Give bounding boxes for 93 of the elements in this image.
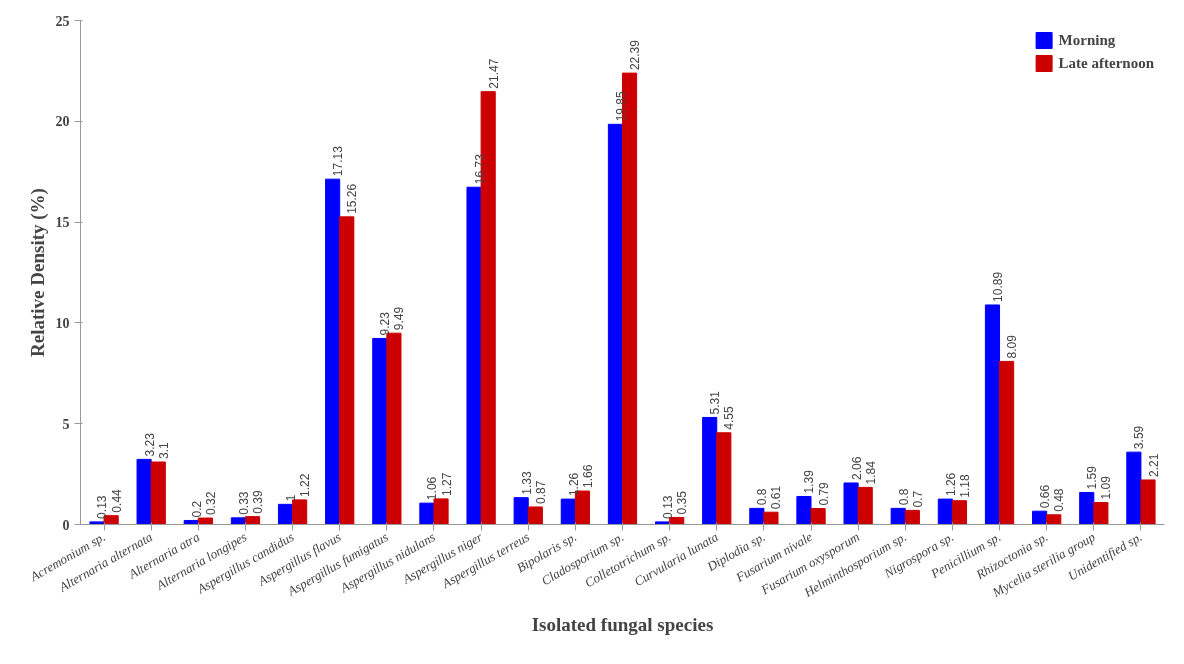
bar xyxy=(197,517,213,525)
data-label: 0.61 xyxy=(769,485,784,510)
data-label: 1.18 xyxy=(957,474,972,498)
data-label: 3.1 xyxy=(156,442,171,459)
bar xyxy=(1140,479,1156,525)
bar xyxy=(527,506,543,525)
data-label: 0.8 xyxy=(896,488,911,506)
bar xyxy=(1046,514,1062,525)
data-label: 1.66 xyxy=(580,464,595,489)
y-tick-label: 20 xyxy=(55,114,70,130)
bar xyxy=(230,517,246,525)
legend-label: Morning xyxy=(1058,31,1116,49)
data-label: 0.79 xyxy=(816,481,831,506)
bar xyxy=(702,416,718,525)
data-label: 0.39 xyxy=(251,489,266,514)
data-label: 22.39 xyxy=(628,39,643,71)
data-label: 0.13 xyxy=(661,495,676,519)
data-label: 2.06 xyxy=(849,456,864,480)
bar xyxy=(796,495,812,525)
data-label: 1.33 xyxy=(519,471,534,495)
bar xyxy=(513,497,529,525)
y-tick-label: 15 xyxy=(55,215,70,231)
data-label: 9.23 xyxy=(378,311,393,336)
data-label: 19.85 xyxy=(613,90,628,122)
bar xyxy=(937,498,953,525)
data-label: 1.09 xyxy=(1099,475,1114,500)
data-label: 9.49 xyxy=(392,306,407,331)
bar xyxy=(277,503,294,525)
bar xyxy=(433,498,449,525)
bar xyxy=(951,500,968,525)
data-label: 1.26 xyxy=(943,472,958,497)
data-label: 1 xyxy=(284,494,299,502)
data-label: 1.27 xyxy=(439,472,454,496)
data-label: 0.66 xyxy=(1038,484,1053,509)
y-tick-label: 10 xyxy=(55,315,70,331)
bar xyxy=(419,502,435,525)
y-axis-title: Relative Density (%) xyxy=(26,188,49,357)
bar xyxy=(843,482,859,525)
data-label: 1.84 xyxy=(863,460,878,485)
bar xyxy=(325,178,341,525)
y-tick-label: 25 xyxy=(55,13,70,29)
data-label: 15.26 xyxy=(345,183,360,214)
x-axis-title: Isolated fungal species xyxy=(531,614,714,636)
bar xyxy=(466,186,482,525)
data-label: 16.73 xyxy=(472,153,487,185)
data-label: 10.89 xyxy=(990,271,1005,302)
bar xyxy=(749,507,765,525)
data-label: 4.55 xyxy=(722,406,737,430)
bar xyxy=(810,508,826,525)
data-label: 3.59 xyxy=(1132,425,1147,450)
data-label: 3.23 xyxy=(142,432,157,457)
bar xyxy=(372,337,388,525)
data-label: 0.7 xyxy=(910,490,925,508)
data-label: 0.44 xyxy=(109,488,124,513)
y-tick-label: 0 xyxy=(62,517,70,533)
data-label: 0.32 xyxy=(203,491,218,516)
bar xyxy=(890,507,906,525)
data-label: 1.06 xyxy=(425,476,440,501)
bar xyxy=(654,521,671,525)
bar xyxy=(150,461,166,525)
bar xyxy=(1079,491,1095,525)
data-label: 0.8 xyxy=(755,488,770,506)
data-label: 0.13 xyxy=(95,495,110,519)
bar xyxy=(244,516,261,525)
bar xyxy=(904,509,920,525)
legend-label: Late afternoon xyxy=(1058,54,1154,72)
bar xyxy=(136,458,152,525)
y-tick-label: 5 xyxy=(62,416,70,432)
data-label: 0.87 xyxy=(533,480,548,504)
data-label: 21.47 xyxy=(486,58,501,89)
data-label: 1.59 xyxy=(1085,465,1100,490)
data-label: 0.2 xyxy=(189,500,204,518)
data-label: 1.39 xyxy=(802,469,817,494)
bar xyxy=(1093,502,1109,525)
bar xyxy=(984,304,1001,525)
data-label: 2.21 xyxy=(1146,453,1161,477)
data-label: 0.48 xyxy=(1052,488,1067,512)
bar xyxy=(716,432,732,525)
bar xyxy=(763,511,779,525)
bar xyxy=(607,123,623,525)
data-label: 8.09 xyxy=(1005,334,1020,359)
data-label: 0.35 xyxy=(675,490,690,515)
bar xyxy=(339,216,355,525)
data-label: 17.13 xyxy=(331,145,346,177)
data-label: 1.26 xyxy=(566,472,581,497)
bar xyxy=(292,499,308,525)
bar xyxy=(999,360,1015,525)
bar xyxy=(857,486,873,525)
bar xyxy=(560,498,576,525)
data-label: 1.22 xyxy=(298,473,313,497)
data-label: 5.31 xyxy=(708,390,723,415)
bar xyxy=(1126,451,1142,525)
data-label: 0.33 xyxy=(236,491,251,515)
